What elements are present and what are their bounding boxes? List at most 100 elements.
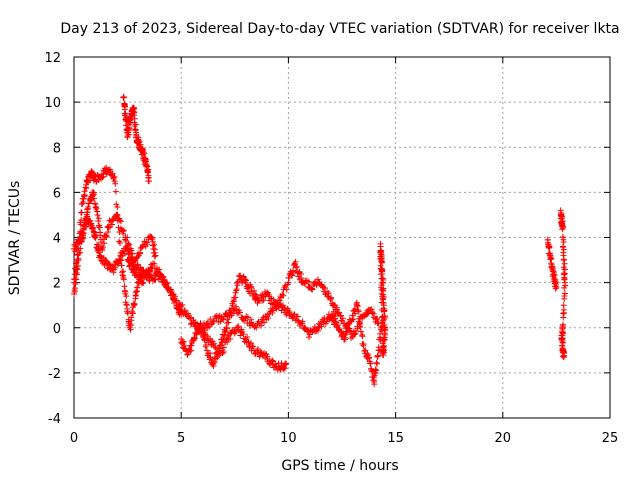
data-point <box>253 324 260 331</box>
data-point <box>322 284 329 291</box>
data-point <box>217 342 224 349</box>
data-point <box>109 170 116 177</box>
data-point <box>219 339 226 346</box>
series-track-f <box>178 272 339 370</box>
data-point <box>92 204 99 211</box>
data-point <box>94 241 101 248</box>
data-point <box>138 244 145 251</box>
data-point <box>75 255 82 262</box>
data-point <box>131 123 138 130</box>
data-point <box>187 314 194 321</box>
data-point <box>113 211 120 218</box>
data-point <box>116 256 123 263</box>
data-point <box>87 217 94 224</box>
series-track-b <box>71 189 159 297</box>
data-point <box>244 334 251 341</box>
data-point <box>339 315 346 322</box>
data-point <box>259 297 266 304</box>
data-point <box>177 303 184 310</box>
data-point <box>129 255 136 262</box>
data-point <box>74 266 81 273</box>
data-point <box>85 200 92 207</box>
data-point <box>560 321 567 328</box>
data-point <box>202 341 209 348</box>
data-point <box>355 307 362 314</box>
data-point <box>128 314 135 321</box>
data-point <box>343 329 350 336</box>
data-point <box>558 334 565 341</box>
data-point <box>195 328 202 335</box>
data-point <box>113 201 120 208</box>
chart-title: Day 213 of 2023, Sidereal Day-to-day VTE… <box>60 21 619 37</box>
data-point <box>350 316 357 323</box>
data-point <box>237 309 244 316</box>
data-point <box>327 294 334 301</box>
data-point <box>223 324 230 331</box>
series-track-a <box>71 164 146 333</box>
data-point <box>144 241 151 248</box>
data-point <box>166 287 173 294</box>
data-point <box>126 249 133 256</box>
data-point <box>73 265 80 272</box>
data-point <box>552 280 559 287</box>
data-point <box>258 322 265 329</box>
data-point <box>244 314 251 321</box>
data-point <box>560 239 567 246</box>
data-point <box>359 333 366 340</box>
data-point <box>125 240 132 247</box>
data-point <box>160 273 167 280</box>
data-point <box>191 335 198 342</box>
data-point <box>368 306 375 313</box>
data-point <box>293 263 300 270</box>
data-point <box>560 244 567 251</box>
data-point <box>103 232 110 239</box>
data-point <box>318 323 325 330</box>
series-track-g <box>199 258 382 342</box>
data-point <box>122 110 129 117</box>
data-point <box>102 256 109 263</box>
data-point <box>559 234 566 241</box>
data-point <box>224 325 231 332</box>
data-point <box>151 260 158 267</box>
data-point <box>373 315 380 322</box>
data-point <box>295 317 302 324</box>
data-point <box>357 328 364 335</box>
data-point <box>126 257 133 264</box>
data-point <box>335 322 342 329</box>
data-point <box>265 315 272 322</box>
data-point <box>561 270 568 277</box>
data-point <box>109 217 116 224</box>
data-point <box>120 227 127 234</box>
data-point <box>101 240 108 247</box>
data-point <box>214 348 221 355</box>
data-point <box>250 343 257 350</box>
data-point <box>281 365 288 372</box>
data-point <box>233 306 240 313</box>
data-point <box>560 354 567 361</box>
data-point <box>220 316 227 323</box>
data-point <box>201 325 208 332</box>
data-point <box>210 363 217 370</box>
data-point <box>265 291 272 298</box>
data-point <box>116 217 123 224</box>
data-point <box>124 305 131 312</box>
data-point <box>119 272 126 279</box>
y-tick-label: 4 <box>53 232 61 247</box>
data-point <box>146 178 153 185</box>
data-point <box>210 340 217 347</box>
data-point <box>561 295 568 302</box>
data-point <box>234 324 241 331</box>
data-point <box>93 205 100 212</box>
data-point <box>172 293 179 300</box>
data-point <box>91 201 98 208</box>
x-tick-label: 25 <box>602 431 619 446</box>
data-point <box>229 302 236 309</box>
data-point <box>99 244 106 251</box>
data-point <box>151 246 158 253</box>
x-tick-label: 15 <box>387 431 404 446</box>
data-point <box>127 321 134 328</box>
data-point <box>89 224 96 231</box>
data-point <box>167 287 174 294</box>
data-point <box>90 195 97 202</box>
data-point <box>156 266 163 273</box>
